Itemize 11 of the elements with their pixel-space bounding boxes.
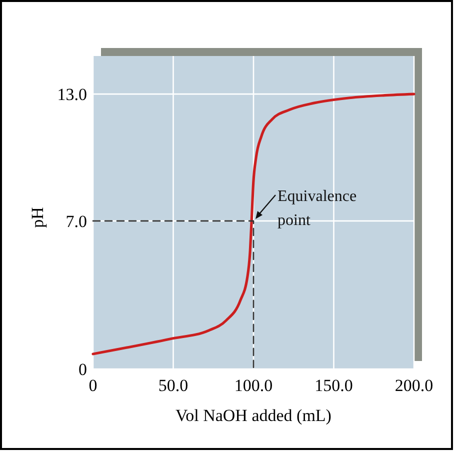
x-tick-label: 150.0	[314, 376, 353, 395]
y-axis-title: pH	[28, 207, 47, 228]
x-axis-title: Vol NaOH added (mL)	[176, 406, 332, 425]
x-tick-label: 50.0	[158, 376, 188, 395]
y-tick-label: 7.0	[66, 212, 87, 231]
x-tick-label: 100.0	[234, 376, 273, 395]
annotation: Equivalence point	[278, 188, 357, 229]
x-tick-label: 200.0	[394, 376, 434, 395]
y-tick-label: 13.0	[57, 85, 87, 104]
line-series	[92, 92, 416, 356]
y-tick-label: 0	[78, 360, 87, 379]
